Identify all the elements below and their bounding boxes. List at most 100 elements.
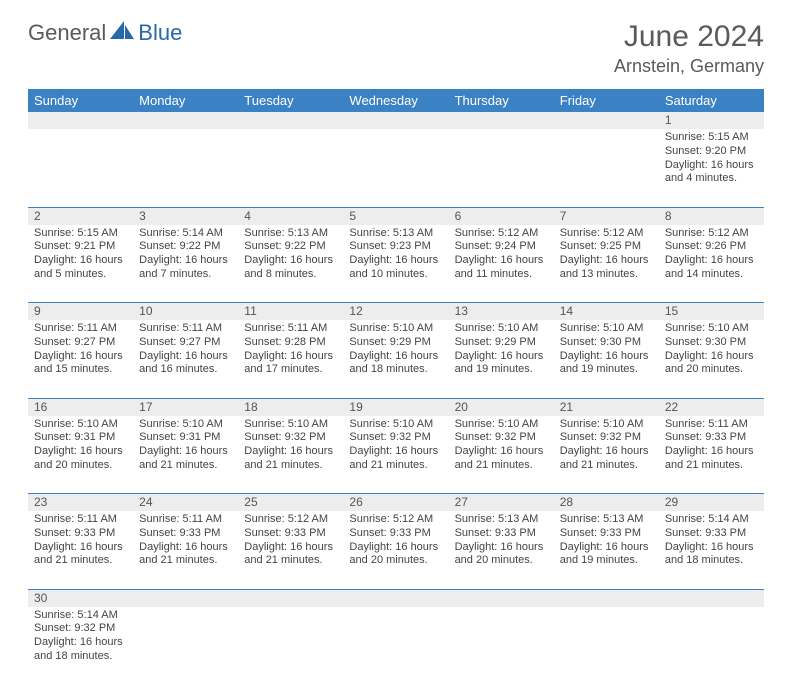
logo-text-blue: Blue (138, 20, 182, 46)
day-number (659, 589, 764, 607)
weekday-header: Wednesday (343, 89, 448, 112)
day-number (238, 589, 343, 607)
sunset-text: Sunset: 9:31 PM (139, 431, 232, 445)
day-cell: Sunrise: 5:10 AMSunset: 9:32 PMDaylight:… (343, 416, 448, 494)
day-cell: Sunrise: 5:11 AMSunset: 9:33 PMDaylight:… (659, 416, 764, 494)
daynum-row: 1 (28, 112, 764, 129)
sunrise-text: Sunrise: 5:13 AM (349, 227, 442, 241)
day-number: 3 (133, 207, 238, 225)
sunset-text: Sunset: 9:27 PM (34, 336, 127, 350)
day-number: 29 (659, 494, 764, 512)
weekday-header: Friday (554, 89, 659, 112)
daylight-text: Daylight: 16 hours and 21 minutes. (560, 445, 653, 473)
daylight-text: Daylight: 16 hours and 18 minutes. (349, 350, 442, 378)
daylight-text: Daylight: 16 hours and 19 minutes. (455, 350, 548, 378)
day-cell: Sunrise: 5:10 AMSunset: 9:31 PMDaylight:… (133, 416, 238, 494)
day-cell: Sunrise: 5:12 AMSunset: 9:33 PMDaylight:… (238, 511, 343, 589)
day-number: 11 (238, 303, 343, 321)
sunset-text: Sunset: 9:32 PM (244, 431, 337, 445)
weekday-header-row: Sunday Monday Tuesday Wednesday Thursday… (28, 89, 764, 112)
page-title: June 2024 (614, 20, 764, 54)
daylight-text: Daylight: 16 hours and 20 minutes. (665, 350, 758, 378)
daynum-row: 9101112131415 (28, 303, 764, 321)
daylight-text: Daylight: 16 hours and 21 minutes. (244, 445, 337, 473)
day-cell: Sunrise: 5:11 AMSunset: 9:27 PMDaylight:… (133, 320, 238, 398)
day-number: 21 (554, 398, 659, 416)
daylight-text: Daylight: 16 hours and 21 minutes. (455, 445, 548, 473)
sunset-text: Sunset: 9:23 PM (349, 240, 442, 254)
daylight-text: Daylight: 16 hours and 17 minutes. (244, 350, 337, 378)
day-cell (238, 607, 343, 685)
sunset-text: Sunset: 9:33 PM (244, 527, 337, 541)
day-cell: Sunrise: 5:10 AMSunset: 9:32 PMDaylight:… (554, 416, 659, 494)
day-cell (659, 607, 764, 685)
sunrise-text: Sunrise: 5:11 AM (244, 322, 337, 336)
daylight-text: Daylight: 16 hours and 21 minutes. (34, 541, 127, 569)
day-number: 24 (133, 494, 238, 512)
day-cell: Sunrise: 5:11 AMSunset: 9:27 PMDaylight:… (28, 320, 133, 398)
day-number: 28 (554, 494, 659, 512)
sunrise-text: Sunrise: 5:11 AM (139, 322, 232, 336)
sunset-text: Sunset: 9:26 PM (665, 240, 758, 254)
week-row: Sunrise: 5:14 AMSunset: 9:32 PMDaylight:… (28, 607, 764, 685)
day-cell: Sunrise: 5:10 AMSunset: 9:30 PMDaylight:… (659, 320, 764, 398)
daylight-text: Daylight: 16 hours and 21 minutes. (244, 541, 337, 569)
day-cell (449, 129, 554, 207)
sunset-text: Sunset: 9:21 PM (34, 240, 127, 254)
day-cell (133, 607, 238, 685)
day-cell: Sunrise: 5:13 AMSunset: 9:33 PMDaylight:… (449, 511, 554, 589)
day-cell: Sunrise: 5:12 AMSunset: 9:24 PMDaylight:… (449, 225, 554, 303)
sunset-text: Sunset: 9:32 PM (349, 431, 442, 445)
daylight-text: Daylight: 16 hours and 21 minutes. (665, 445, 758, 473)
weekday-header: Thursday (449, 89, 554, 112)
sunset-text: Sunset: 9:28 PM (244, 336, 337, 350)
sunrise-text: Sunrise: 5:11 AM (139, 513, 232, 527)
title-block: June 2024 Arnstein, Germany (614, 20, 764, 77)
weekday-header: Saturday (659, 89, 764, 112)
daylight-text: Daylight: 16 hours and 11 minutes. (455, 254, 548, 282)
day-number: 6 (449, 207, 554, 225)
day-number: 20 (449, 398, 554, 416)
day-number (449, 589, 554, 607)
week-row: Sunrise: 5:11 AMSunset: 9:27 PMDaylight:… (28, 320, 764, 398)
day-cell: Sunrise: 5:13 AMSunset: 9:33 PMDaylight:… (554, 511, 659, 589)
day-cell: Sunrise: 5:11 AMSunset: 9:28 PMDaylight:… (238, 320, 343, 398)
logo: General Blue (28, 20, 182, 46)
sunrise-text: Sunrise: 5:10 AM (665, 322, 758, 336)
sunset-text: Sunset: 9:33 PM (349, 527, 442, 541)
sunset-text: Sunset: 9:29 PM (349, 336, 442, 350)
day-cell: Sunrise: 5:12 AMSunset: 9:33 PMDaylight:… (343, 511, 448, 589)
daylight-text: Daylight: 16 hours and 15 minutes. (34, 350, 127, 378)
week-row: Sunrise: 5:10 AMSunset: 9:31 PMDaylight:… (28, 416, 764, 494)
day-number: 17 (133, 398, 238, 416)
day-number: 22 (659, 398, 764, 416)
sunrise-text: Sunrise: 5:11 AM (34, 513, 127, 527)
sunset-text: Sunset: 9:25 PM (560, 240, 653, 254)
sunrise-text: Sunrise: 5:12 AM (455, 227, 548, 241)
day-cell: Sunrise: 5:14 AMSunset: 9:32 PMDaylight:… (28, 607, 133, 685)
day-cell: Sunrise: 5:14 AMSunset: 9:22 PMDaylight:… (133, 225, 238, 303)
day-number: 15 (659, 303, 764, 321)
day-number: 12 (343, 303, 448, 321)
sunset-text: Sunset: 9:22 PM (244, 240, 337, 254)
day-number: 19 (343, 398, 448, 416)
weekday-header: Sunday (28, 89, 133, 112)
sunrise-text: Sunrise: 5:14 AM (34, 609, 127, 623)
daynum-row: 30 (28, 589, 764, 607)
day-cell: Sunrise: 5:15 AMSunset: 9:21 PMDaylight:… (28, 225, 133, 303)
sunrise-text: Sunrise: 5:12 AM (244, 513, 337, 527)
day-cell (449, 607, 554, 685)
day-cell (238, 129, 343, 207)
day-cell: Sunrise: 5:15 AMSunset: 9:20 PMDaylight:… (659, 129, 764, 207)
sunrise-text: Sunrise: 5:15 AM (34, 227, 127, 241)
sunrise-text: Sunrise: 5:14 AM (665, 513, 758, 527)
day-cell (133, 129, 238, 207)
day-cell: Sunrise: 5:13 AMSunset: 9:23 PMDaylight:… (343, 225, 448, 303)
day-number (343, 112, 448, 129)
day-number (554, 112, 659, 129)
sunset-text: Sunset: 9:32 PM (34, 622, 127, 636)
daynum-row: 2345678 (28, 207, 764, 225)
week-row: Sunrise: 5:11 AMSunset: 9:33 PMDaylight:… (28, 511, 764, 589)
daylight-text: Daylight: 16 hours and 4 minutes. (665, 159, 758, 187)
day-number: 7 (554, 207, 659, 225)
